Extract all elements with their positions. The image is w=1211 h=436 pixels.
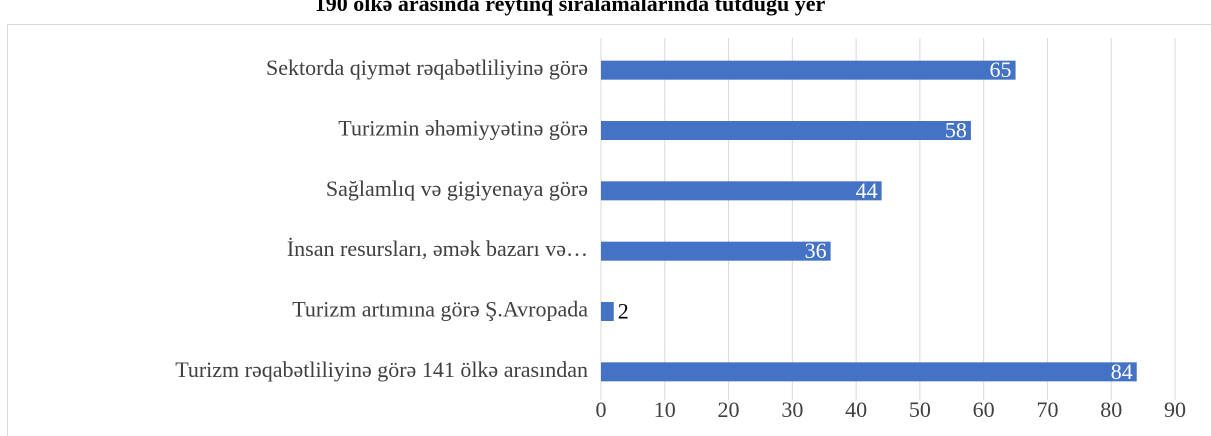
x-tick-label: 90 [1164, 397, 1186, 422]
x-tick-label: 60 [973, 397, 995, 422]
y-tick-label: İnsan resursları, əmək bazarı və… [287, 236, 588, 261]
data-label: 65 [990, 57, 1012, 82]
bar [601, 121, 971, 140]
data-label: 58 [945, 118, 967, 143]
x-tick-label: 50 [909, 397, 931, 422]
data-label: 84 [1111, 359, 1133, 384]
bar [601, 302, 614, 321]
bar [601, 362, 1137, 382]
y-tick-label: Turizm artımına görə Ş.Avropada [292, 297, 588, 322]
data-label: 36 [805, 238, 827, 263]
y-tick-label: Turizm rəqabətliliyinə görə 141 ölkə ara… [175, 357, 588, 382]
x-tick-label: 20 [718, 397, 740, 422]
data-label: 44 [856, 178, 878, 203]
x-tick-label: 10 [654, 397, 676, 422]
y-tick-label: Sağlamlıq və gigiyenaya görə [326, 176, 588, 201]
x-tick-label: 30 [781, 397, 803, 422]
bar [601, 181, 882, 201]
chart-title: 190 ölkə arasında reytinq sıralamalarınd… [315, 0, 826, 16]
x-tick-label: 70 [1036, 397, 1058, 422]
data-label: 2 [618, 299, 629, 324]
y-tick-label: Sektorda qiymət rəqabətliliyinə görə [266, 55, 588, 80]
x-tick-label: 80 [1100, 397, 1122, 422]
chart-border [7, 24, 1211, 436]
x-tick-label: 40 [845, 397, 867, 422]
x-tick-label: 0 [596, 397, 607, 422]
bar [601, 60, 1016, 80]
bar [601, 241, 831, 261]
y-tick-label: Turizmin əhəmiyyətinə görə [338, 116, 588, 141]
